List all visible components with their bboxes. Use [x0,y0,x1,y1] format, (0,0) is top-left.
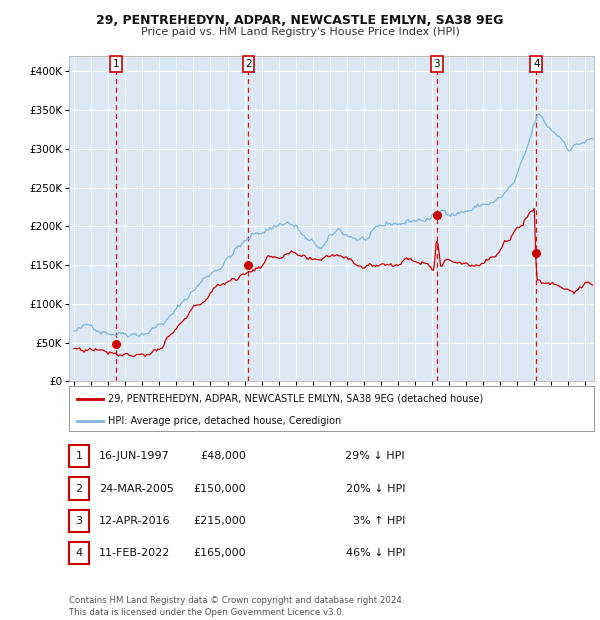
Text: 20% ↓ HPI: 20% ↓ HPI [346,484,405,494]
Text: 1: 1 [113,59,119,69]
Text: 2: 2 [245,59,252,69]
Text: £215,000: £215,000 [193,516,246,526]
Text: 11-FEB-2022: 11-FEB-2022 [99,548,170,558]
Text: 1: 1 [76,451,82,461]
Text: 3% ↑ HPI: 3% ↑ HPI [353,516,405,526]
Text: 3: 3 [76,516,82,526]
Text: £165,000: £165,000 [193,548,246,558]
Text: 29, PENTREHEDYN, ADPAR, NEWCASTLE EMLYN, SA38 9EG (detached house): 29, PENTREHEDYN, ADPAR, NEWCASTLE EMLYN,… [109,394,484,404]
Text: Price paid vs. HM Land Registry's House Price Index (HPI): Price paid vs. HM Land Registry's House … [140,27,460,37]
Text: 4: 4 [76,548,82,558]
Text: £150,000: £150,000 [193,484,246,494]
Text: 12-APR-2016: 12-APR-2016 [99,516,170,526]
Text: HPI: Average price, detached house, Ceredigion: HPI: Average price, detached house, Cere… [109,416,341,426]
Text: 29, PENTREHEDYN, ADPAR, NEWCASTLE EMLYN, SA38 9EG: 29, PENTREHEDYN, ADPAR, NEWCASTLE EMLYN,… [97,14,503,27]
Text: 3: 3 [434,59,440,69]
Text: 2: 2 [76,484,82,494]
Text: Contains HM Land Registry data © Crown copyright and database right 2024.
This d: Contains HM Land Registry data © Crown c… [69,596,404,617]
Text: 4: 4 [533,59,539,69]
Text: 24-MAR-2005: 24-MAR-2005 [99,484,174,494]
Text: £48,000: £48,000 [200,451,246,461]
Text: 46% ↓ HPI: 46% ↓ HPI [346,548,405,558]
Text: 29% ↓ HPI: 29% ↓ HPI [346,451,405,461]
Text: 16-JUN-1997: 16-JUN-1997 [99,451,170,461]
